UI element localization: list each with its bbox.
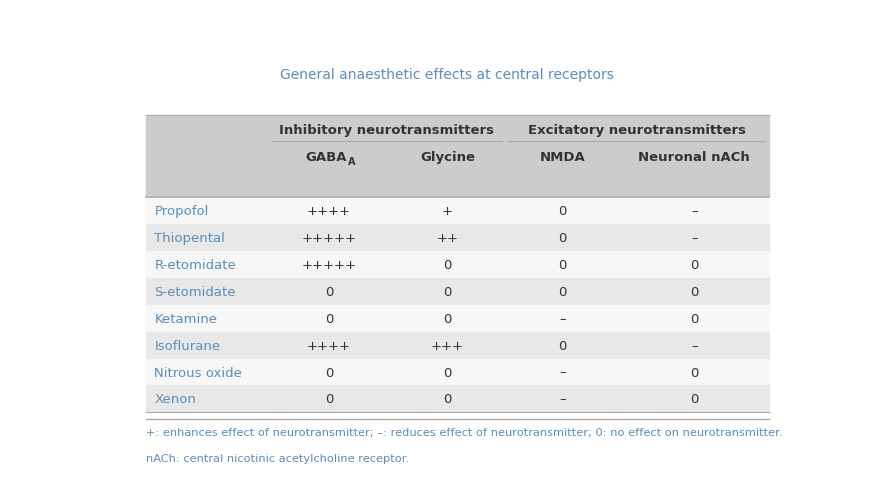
- Text: –: –: [691, 232, 698, 244]
- Text: 0: 0: [691, 312, 698, 325]
- Text: A: A: [348, 157, 356, 167]
- Text: +++++: +++++: [301, 258, 356, 272]
- Text: Thiopental: Thiopental: [155, 232, 225, 244]
- Text: 0: 0: [558, 258, 567, 272]
- Text: 0: 0: [558, 339, 567, 352]
- Text: 0: 0: [558, 232, 567, 244]
- Text: Xenon: Xenon: [155, 393, 196, 406]
- Text: 0: 0: [325, 285, 333, 298]
- Text: +: enhances effect of neurotransmitter; –: reduces effect of neurotransmitter; 0: +: enhances effect of neurotransmitter; …: [147, 427, 783, 437]
- Text: 0: 0: [691, 258, 698, 272]
- Text: Glycine: Glycine: [420, 151, 475, 164]
- Text: S-etomidate: S-etomidate: [155, 285, 236, 298]
- Bar: [147, 116, 769, 198]
- Bar: [147, 252, 769, 278]
- Text: Propofol: Propofol: [155, 205, 209, 218]
- Text: 0: 0: [558, 285, 567, 298]
- Text: ++++: ++++: [307, 339, 351, 352]
- Bar: [147, 359, 769, 386]
- Text: +++: +++: [431, 339, 464, 352]
- Text: 0: 0: [691, 393, 698, 406]
- Text: –: –: [691, 339, 698, 352]
- Text: General anaesthetic effects at central receptors: General anaesthetic effects at central r…: [280, 68, 615, 82]
- Text: Nitrous oxide: Nitrous oxide: [155, 366, 243, 379]
- Text: ++: ++: [436, 232, 458, 244]
- Text: 0: 0: [325, 312, 333, 325]
- Text: Neuronal nACh: Neuronal nACh: [638, 151, 750, 164]
- Text: 0: 0: [558, 205, 567, 218]
- Text: 0: 0: [443, 258, 451, 272]
- Text: nACh: central nicotinic acetylcholine receptor.: nACh: central nicotinic acetylcholine re…: [147, 453, 409, 463]
- Text: –: –: [691, 205, 698, 218]
- Text: 0: 0: [443, 393, 451, 406]
- Text: –: –: [559, 366, 566, 379]
- Text: 0: 0: [325, 366, 333, 379]
- Text: –: –: [559, 312, 566, 325]
- Text: +: +: [442, 205, 453, 218]
- Text: +++++: +++++: [301, 232, 356, 244]
- Bar: [147, 386, 769, 412]
- Bar: [147, 198, 769, 225]
- Text: 0: 0: [443, 312, 451, 325]
- Text: Inhibitory neurotransmitters: Inhibitory neurotransmitters: [279, 123, 494, 136]
- Text: R-etomidate: R-etomidate: [155, 258, 237, 272]
- Text: 0: 0: [325, 393, 333, 406]
- Text: 0: 0: [443, 366, 451, 379]
- Text: Isoflurane: Isoflurane: [155, 339, 221, 352]
- Text: –: –: [559, 393, 566, 406]
- Bar: [147, 305, 769, 332]
- Text: Excitatory neurotransmitters: Excitatory neurotransmitters: [528, 123, 746, 136]
- Bar: [147, 278, 769, 305]
- Text: 0: 0: [691, 285, 698, 298]
- Text: NMDA: NMDA: [540, 151, 585, 164]
- Text: GABA: GABA: [305, 151, 347, 164]
- Text: ++++: ++++: [307, 205, 351, 218]
- Bar: [147, 332, 769, 359]
- Text: Ketamine: Ketamine: [155, 312, 217, 325]
- Text: 0: 0: [691, 366, 698, 379]
- Bar: [147, 225, 769, 252]
- Text: 0: 0: [443, 285, 451, 298]
